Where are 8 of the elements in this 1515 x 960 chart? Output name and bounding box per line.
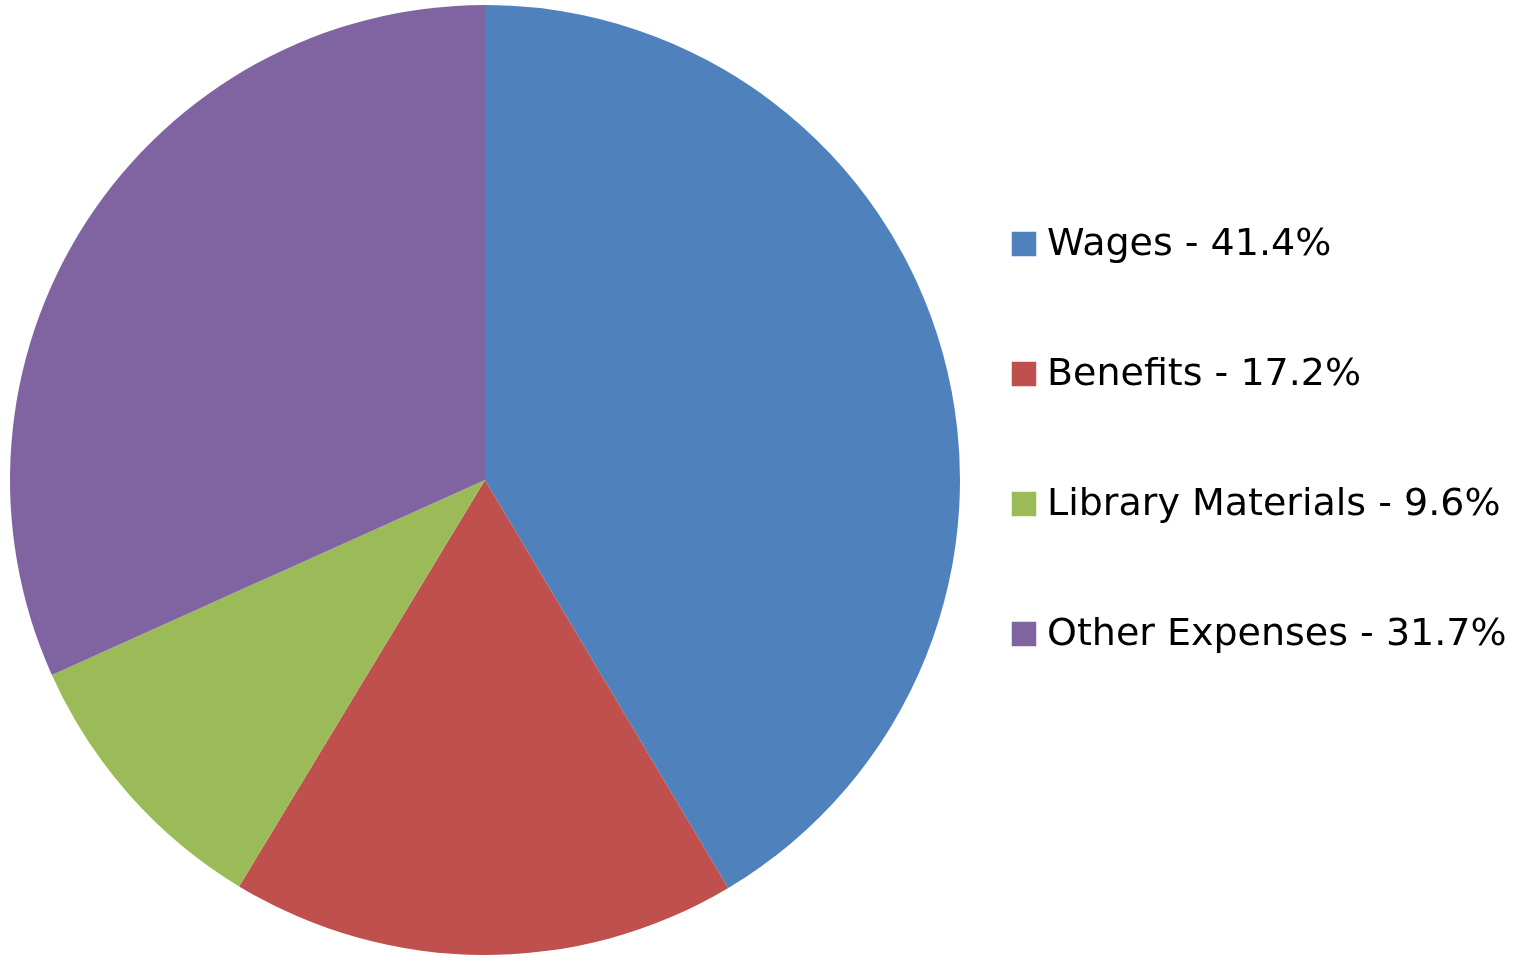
legend-label: Library Materials - 9.6%	[1047, 480, 1501, 524]
pie-slice	[51, 480, 485, 887]
pie-slice	[485, 5, 960, 888]
legend-label: Wages - 41.4%	[1047, 220, 1332, 264]
pie-slice	[239, 480, 729, 955]
pie-slice	[10, 5, 485, 675]
legend-label: Benefits - 17.2%	[1047, 350, 1362, 394]
legend-label: Other Expenses - 31.7%	[1047, 610, 1507, 654]
